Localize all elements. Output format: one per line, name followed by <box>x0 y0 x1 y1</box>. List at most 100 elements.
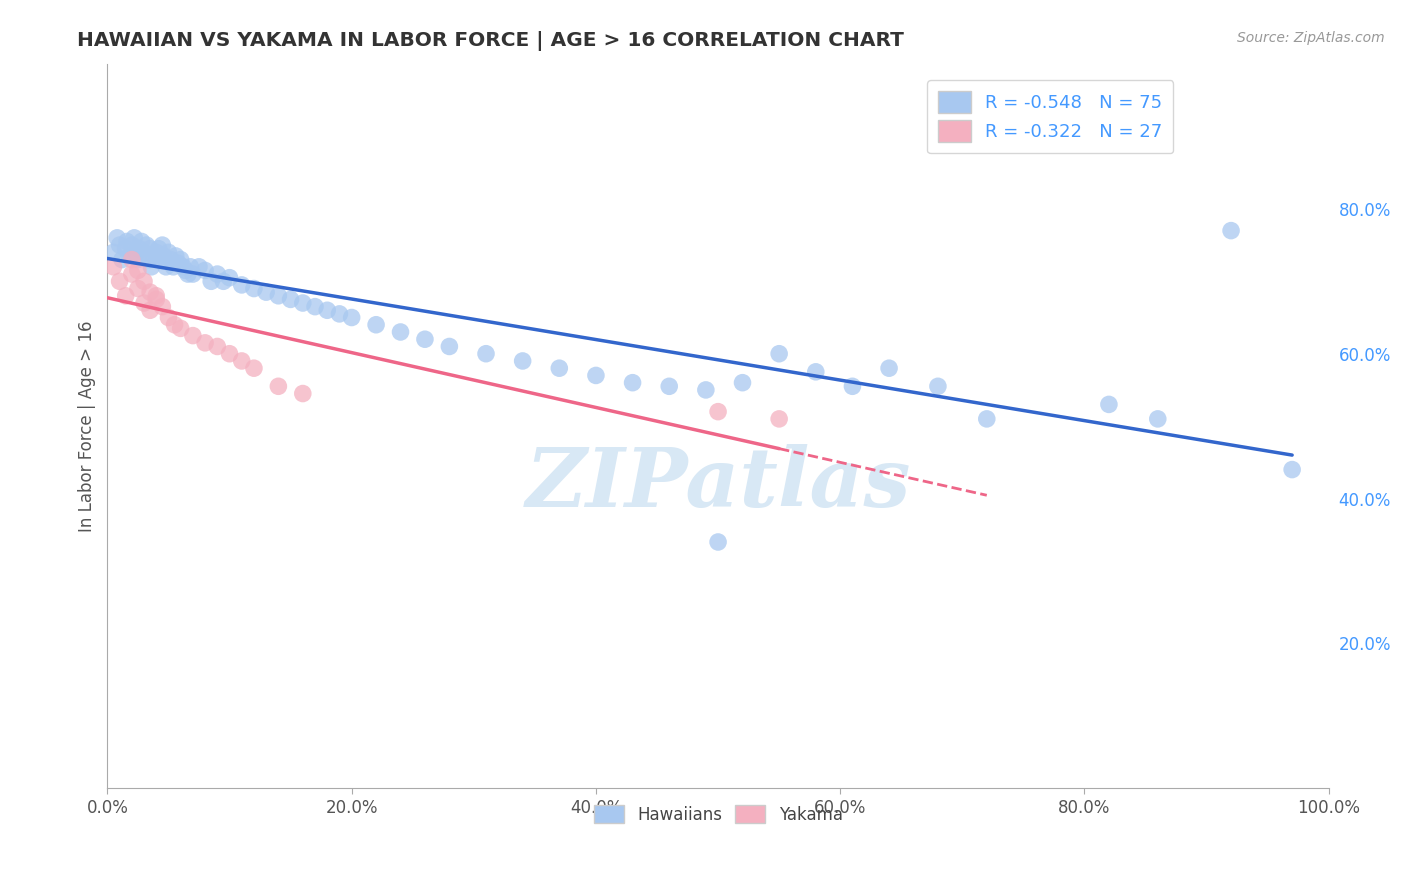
Point <box>139 303 162 318</box>
Point <box>658 379 681 393</box>
Point <box>118 249 141 263</box>
Point <box>115 235 138 249</box>
Point <box>169 252 191 267</box>
Point <box>121 267 143 281</box>
Point <box>621 376 644 390</box>
Point <box>169 321 191 335</box>
Point <box>340 310 363 325</box>
Point <box>291 296 314 310</box>
Point <box>127 281 149 295</box>
Point <box>103 245 125 260</box>
Point <box>139 242 162 256</box>
Point <box>475 347 498 361</box>
Point <box>141 260 163 274</box>
Text: ZIPatlas: ZIPatlas <box>526 444 911 524</box>
Legend: Hawaiians, Yakama: Hawaiians, Yakama <box>586 798 849 830</box>
Point <box>328 307 350 321</box>
Point <box>177 267 200 281</box>
Point <box>585 368 607 383</box>
Point <box>167 256 190 270</box>
Point <box>207 267 229 281</box>
Point <box>280 293 302 307</box>
Point <box>877 361 900 376</box>
Point <box>1146 412 1168 426</box>
Point <box>927 379 949 393</box>
Point <box>207 339 229 353</box>
Point <box>194 335 217 350</box>
Point <box>114 242 136 256</box>
Point <box>1281 462 1303 476</box>
Point <box>218 347 240 361</box>
Point <box>111 252 134 267</box>
Point <box>172 260 194 274</box>
Point <box>218 270 240 285</box>
Point <box>291 386 314 401</box>
Point <box>145 245 167 260</box>
Point <box>145 293 167 307</box>
Point <box>231 277 253 292</box>
Text: Source: ZipAtlas.com: Source: ZipAtlas.com <box>1237 31 1385 45</box>
Point <box>231 354 253 368</box>
Point <box>267 289 290 303</box>
Point <box>121 252 143 267</box>
Point <box>194 263 217 277</box>
Point <box>512 354 534 368</box>
Point <box>125 245 148 260</box>
Point <box>707 535 730 549</box>
Point <box>316 303 339 318</box>
Point <box>212 274 235 288</box>
Point <box>108 274 131 288</box>
Point <box>364 318 387 332</box>
Point <box>304 300 326 314</box>
Point <box>707 404 730 418</box>
Point <box>103 260 125 274</box>
Point <box>128 242 150 256</box>
Point <box>695 383 717 397</box>
Point <box>254 285 277 300</box>
Point <box>138 252 160 267</box>
Point <box>181 267 204 281</box>
Text: HAWAIIAN VS YAKAMA IN LABOR FORCE | AGE > 16 CORRELATION CHART: HAWAIIAN VS YAKAMA IN LABOR FORCE | AGE … <box>77 31 904 51</box>
Point <box>163 318 186 332</box>
Point <box>179 260 201 274</box>
Point <box>150 252 173 267</box>
Point <box>114 289 136 303</box>
Point <box>157 310 180 325</box>
Point <box>174 263 197 277</box>
Point <box>142 249 165 263</box>
Point <box>1220 224 1243 238</box>
Point <box>389 325 412 339</box>
Point <box>768 347 790 361</box>
Point <box>121 238 143 252</box>
Point <box>188 260 211 274</box>
Point <box>127 263 149 277</box>
Point <box>165 249 187 263</box>
Point <box>139 285 162 300</box>
Point <box>731 376 754 390</box>
Point <box>160 252 183 267</box>
Y-axis label: In Labor Force | Age > 16: In Labor Force | Age > 16 <box>79 320 96 532</box>
Point <box>155 260 177 274</box>
Point <box>439 339 461 353</box>
Point <box>200 274 222 288</box>
Point <box>804 365 827 379</box>
Point <box>150 300 173 314</box>
Point <box>150 238 173 252</box>
Point <box>1098 397 1121 411</box>
Point <box>413 332 436 346</box>
Point <box>108 238 131 252</box>
Point <box>132 274 155 288</box>
Point <box>122 231 145 245</box>
Point <box>162 260 184 274</box>
Point <box>152 249 174 263</box>
Point <box>148 242 170 256</box>
Point <box>131 235 153 249</box>
Point <box>145 289 167 303</box>
Point <box>841 379 863 393</box>
Point <box>181 328 204 343</box>
Point <box>105 231 128 245</box>
Point <box>127 252 149 267</box>
Point <box>243 361 266 376</box>
Point <box>243 281 266 295</box>
Point <box>157 245 180 260</box>
